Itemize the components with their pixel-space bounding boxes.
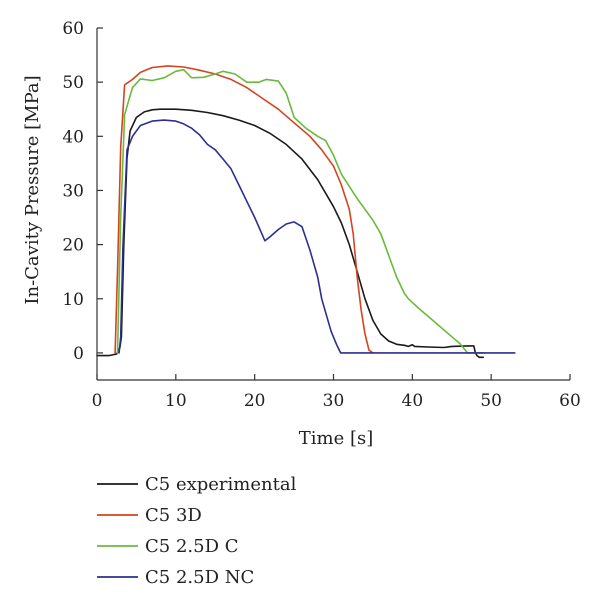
y-tick-label: 30 (62, 181, 84, 201)
legend-label: C5 3D (145, 505, 202, 526)
y-tick-label: 0 (73, 344, 84, 364)
series-line (118, 119, 516, 354)
y-axis-ticks: 0 10 20 30 40 50 60 (62, 19, 103, 364)
x-axis-title: Time [s] (299, 428, 374, 449)
x-tick-label: 50 (480, 391, 502, 411)
x-tick-label: 40 (402, 391, 424, 411)
series-line (116, 68, 485, 354)
x-tick-label: 20 (244, 391, 266, 411)
y-tick-label: 60 (62, 19, 84, 39)
y-tick-label: 40 (62, 127, 84, 147)
y-tick-label: 50 (62, 73, 84, 93)
plot-series-group (96, 65, 516, 359)
y-tick-label: 20 (62, 236, 84, 256)
legend: C5 experimental C5 3D C5 2.5D C C5 2.5D NC (97, 474, 297, 588)
legend-label: C5 2.5D C (145, 536, 239, 557)
y-axis-title: In-Cavity Pressure [MPa] (22, 75, 43, 304)
y-tick-label: 10 (62, 290, 84, 310)
x-tick-label: 30 (323, 391, 345, 411)
series-line (114, 65, 374, 354)
legend-label: C5 2.5D NC (145, 567, 254, 588)
x-tick-label: 0 (92, 391, 103, 411)
x-tick-label: 60 (559, 391, 581, 411)
x-axis-ticks: 0 10 20 30 40 50 60 (92, 374, 581, 411)
x-tick-label: 10 (165, 391, 187, 411)
legend-label: C5 experimental (145, 474, 297, 495)
series-line (96, 108, 485, 359)
